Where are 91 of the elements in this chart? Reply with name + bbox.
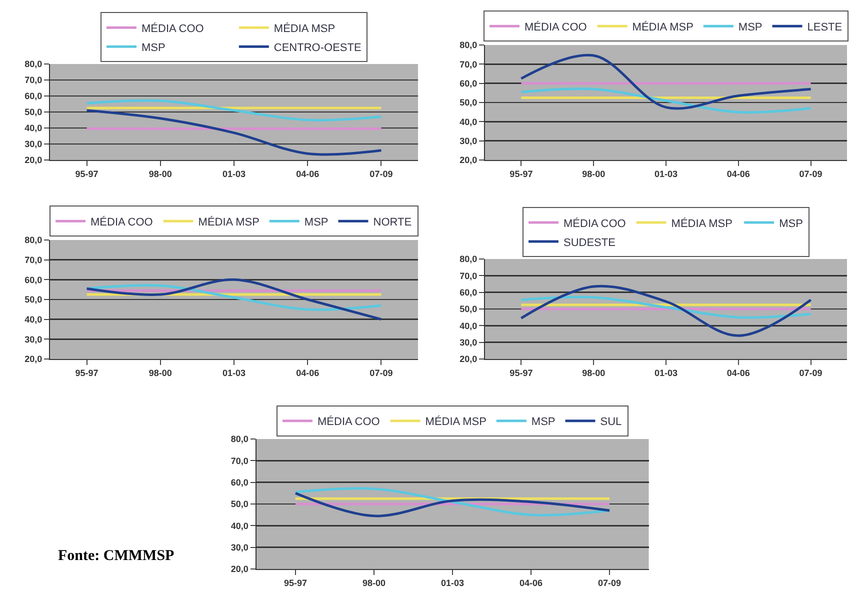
legend-label: MSP — [531, 416, 556, 428]
y-tick-label: 30,0 — [460, 136, 478, 146]
legend-label: MÉDIA MSP — [632, 20, 694, 34]
y-tick-label: 20,0 — [460, 155, 478, 166]
x-tick-label: 95-97 — [75, 168, 98, 179]
x-tick-label: 98-00 — [582, 368, 606, 378]
y-tick-label: 20,0 — [24, 354, 42, 364]
legend-label: LESTE — [807, 21, 842, 34]
x-tick-label: 07-09 — [598, 578, 622, 588]
line-series — [86, 284, 382, 311]
y-tick-label: 70,0 — [24, 75, 42, 86]
y-tick-label: 60,0 — [24, 274, 42, 285]
y-tick-label: 50,0 — [460, 98, 478, 108]
y-tick-label: 80,0 — [24, 59, 42, 70]
y-tick-label: 60,0 — [460, 287, 478, 298]
y-tick-label: 40,0 — [230, 520, 248, 531]
x-tick-label: 98-00 — [362, 578, 386, 588]
x-tick-label: 95-97 — [510, 368, 533, 378]
line-series — [86, 278, 382, 321]
x-tick-label: 04-06 — [726, 168, 750, 179]
y-tick-label: 80,0 — [460, 40, 478, 50]
y-tick-label: 80,0 — [460, 254, 478, 264]
y-tick-label: 60,0 — [24, 91, 42, 102]
y-tick-label: 50,0 — [460, 304, 478, 314]
y-tick-label: 70,0 — [230, 456, 248, 466]
legend-label: MÉDIA MSP — [274, 22, 336, 35]
x-tick-label: 95-97 — [284, 578, 308, 588]
legend-label: MSP — [142, 42, 166, 54]
x-tick-label: 98-00 — [148, 368, 172, 378]
legend-label: MÉDIA MSP — [671, 216, 732, 230]
y-tick-label: 80,0 — [230, 434, 248, 444]
legend-label: MÉDIA COO — [564, 216, 626, 230]
y-tick-label: 20,0 — [230, 564, 248, 574]
line-series — [86, 109, 382, 156]
y-tick-label: 40,0 — [460, 320, 478, 331]
y-tick-label: 80,0 — [24, 235, 42, 246]
line-series — [86, 99, 382, 122]
y-tick-label: 60,0 — [460, 78, 478, 88]
x-tick-label: 07-09 — [370, 368, 393, 378]
y-tick-label: 50,0 — [24, 294, 42, 305]
line-series — [520, 54, 812, 110]
x-tick-label: 04-06 — [726, 368, 750, 378]
legend-label: MÉDIA COO — [524, 20, 588, 34]
y-tick-label: 30,0 — [230, 542, 248, 552]
y-tick-label: 40,0 — [24, 314, 42, 324]
y-tick-label: 40,0 — [24, 123, 42, 134]
x-tick-label: 01-03 — [222, 168, 246, 179]
x-tick-label: 07-09 — [799, 168, 822, 179]
legend-label: SUL — [600, 416, 622, 428]
x-tick-label: 95-97 — [510, 168, 533, 179]
x-tick-label: 04-06 — [296, 368, 320, 378]
y-tick-label: 40,0 — [460, 116, 478, 127]
x-tick-label: 98-00 — [148, 168, 172, 179]
legend-label: MÉDIA COO — [142, 22, 204, 35]
legend-label: MSP — [738, 21, 762, 34]
line-series — [520, 87, 812, 114]
y-tick-label: 20,0 — [460, 354, 478, 364]
source-note: Fonte: CMMMSP — [58, 548, 174, 564]
line-series — [520, 296, 812, 319]
line-series — [520, 284, 812, 337]
y-tick-label: 70,0 — [460, 59, 478, 70]
x-tick-label: 01-03 — [222, 368, 246, 378]
legend-label: CENTRO-OESTE — [274, 42, 362, 54]
x-tick-label: 98-00 — [582, 168, 606, 179]
y-tick-label: 70,0 — [460, 270, 478, 281]
line-series — [294, 492, 611, 518]
x-tick-label: 07-09 — [799, 368, 822, 378]
y-tick-label: 50,0 — [230, 499, 248, 510]
y-tick-label: 30,0 — [460, 337, 478, 348]
legend-label: MÉDIA MSP — [425, 415, 486, 428]
x-tick-label: 01-03 — [654, 368, 678, 378]
y-tick-label: 30,0 — [24, 139, 42, 150]
x-tick-label: 95-97 — [75, 368, 98, 378]
y-tick-label: 30,0 — [24, 334, 42, 344]
legend-label: NORTE — [373, 216, 412, 228]
y-tick-label: 60,0 — [230, 477, 248, 488]
x-tick-label: 04-06 — [296, 168, 320, 179]
x-tick-label: 01-03 — [654, 168, 678, 179]
x-tick-label: 01-03 — [440, 578, 464, 588]
line-series — [294, 487, 611, 516]
y-tick-label: 50,0 — [24, 107, 42, 118]
legend-label: MÉDIA MSP — [198, 215, 260, 228]
legend-label: MÉDIA COO — [90, 215, 154, 228]
legend-label: MÉDIA COO — [318, 415, 380, 428]
legend-label: SUDESTE — [564, 236, 616, 249]
y-tick-label: 20,0 — [24, 155, 42, 166]
x-tick-label: 07-09 — [370, 168, 393, 179]
y-tick-label: 70,0 — [24, 254, 42, 265]
legend-label: MSP — [304, 216, 328, 228]
x-tick-label: 04-06 — [519, 578, 543, 588]
legend-label: MSP — [779, 218, 803, 230]
